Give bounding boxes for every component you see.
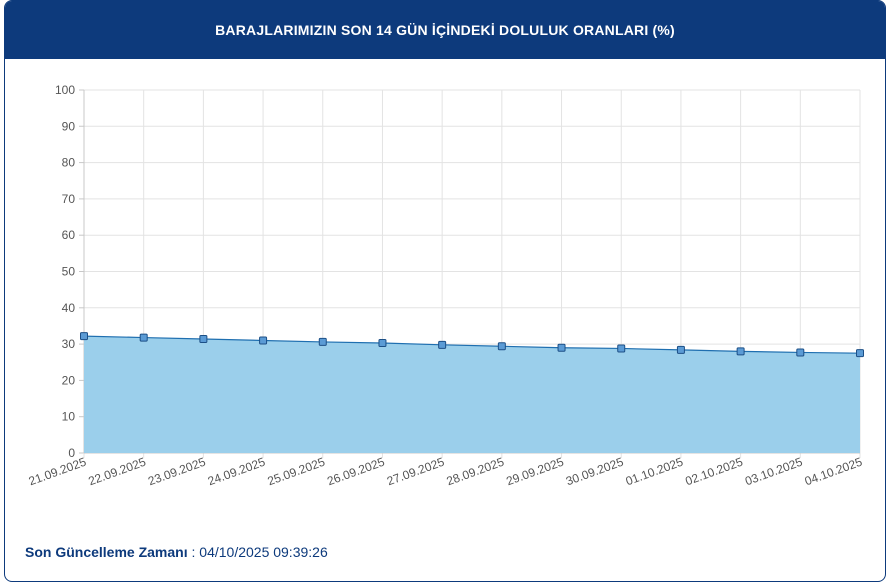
x-tick-label: 23.09.2025 xyxy=(146,455,208,489)
data-point xyxy=(736,347,745,356)
x-tick-label: 04.10.2025 xyxy=(803,455,865,489)
data-point xyxy=(259,336,268,345)
last-update-separator: : xyxy=(187,544,200,560)
data-point xyxy=(856,349,864,358)
y-tick-label: 40 xyxy=(62,301,76,315)
y-tick-label: 100 xyxy=(55,83,75,97)
chart-card: BARAJLARIMIZIN SON 14 GÜN İÇİNDEKİ DOLUL… xyxy=(4,0,886,582)
x-tick-label: 03.10.2025 xyxy=(743,455,805,489)
last-update: Son Güncelleme Zamanı : 04/10/2025 09:39… xyxy=(25,544,328,560)
y-tick-label: 50 xyxy=(62,265,76,279)
x-tick-label: 30.09.2025 xyxy=(564,455,626,489)
data-point xyxy=(617,344,626,353)
x-tick-label: 26.09.2025 xyxy=(325,455,387,489)
data-point xyxy=(438,340,447,349)
last-update-label: Son Güncelleme Zamanı xyxy=(25,544,188,560)
x-tick-label: 02.10.2025 xyxy=(683,455,745,489)
data-point xyxy=(796,348,805,357)
y-tick-label: 0 xyxy=(68,446,75,460)
x-tick-label: 24.09.2025 xyxy=(206,455,268,489)
series-line xyxy=(83,335,861,354)
x-tick-label: 29.09.2025 xyxy=(504,455,566,489)
y-tick-label: 30 xyxy=(62,337,76,351)
data-point xyxy=(378,339,387,348)
x-tick-label: 01.10.2025 xyxy=(624,455,686,489)
x-tick-label: 22.09.2025 xyxy=(86,455,148,489)
chart-title: BARAJLARIMIZIN SON 14 GÜN İÇİNDEKİ DOLUL… xyxy=(215,22,675,38)
data-point xyxy=(557,343,566,352)
data-point xyxy=(139,333,148,342)
y-tick-label: 60 xyxy=(62,228,76,242)
data-point xyxy=(676,345,685,354)
y-tick-label: 90 xyxy=(62,119,76,133)
last-update-value: 04/10/2025 09:39:26 xyxy=(199,544,328,560)
x-tick-label: 25.09.2025 xyxy=(266,455,328,489)
x-tick-label: 21.09.2025 xyxy=(27,455,89,489)
chart-header: BARAJLARIMIZIN SON 14 GÜN İÇİNDEKİ DOLUL… xyxy=(5,1,885,59)
y-tick-label: 70 xyxy=(62,192,76,206)
y-tick-label: 80 xyxy=(62,156,76,170)
y-tick-label: 20 xyxy=(62,373,76,387)
y-tick-label: 10 xyxy=(62,410,76,424)
data-point xyxy=(497,342,506,351)
data-point xyxy=(199,335,208,344)
x-tick-label: 27.09.2025 xyxy=(385,455,447,489)
data-point xyxy=(318,337,327,346)
x-tick-label: 28.09.2025 xyxy=(445,455,507,489)
series-area xyxy=(84,336,860,453)
data-point xyxy=(80,332,88,341)
fill-rate-chart: 0 10 20 30 40 50 60 70 80 90 100 21.09.202522.09.20… xyxy=(27,83,865,489)
